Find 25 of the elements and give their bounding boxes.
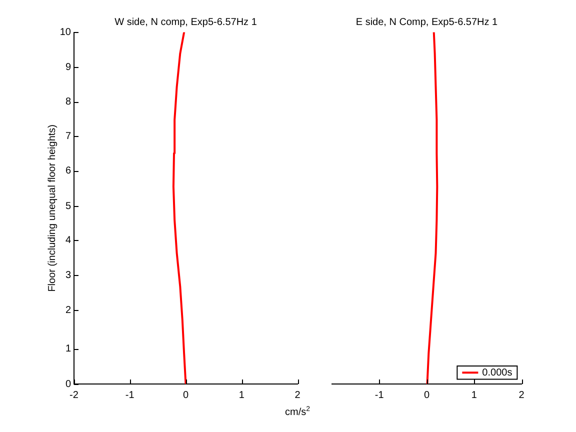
y-tick-label: 5 [65,200,72,212]
x-tick-label: 0 [182,390,189,401]
y-tick-label: 0 [65,378,72,390]
x-tick-label: -1 [374,390,384,401]
x-tick-label: 1 [470,390,477,401]
legend-label: 0.000s [482,367,512,378]
x-axis-title: cm/s$^{2}$ [284,406,311,419]
x-tick-label: 2 [518,390,524,401]
x-tick-label: 0 [423,390,430,401]
x-tick-label: 1 [238,390,245,401]
y-tick-label: 9 [65,62,72,74]
x-tick-label: 2 [294,390,301,401]
chart-title: W side, N comp, Exp5-6.57Hz 1 [114,17,258,28]
y-tick-label: 1 [65,344,72,355]
y-tick-label: 8 [65,96,72,108]
y-tick-label: 10 [60,27,72,38]
chart-title: E side, N Comp, Exp5-6.57Hz 1 [355,17,498,28]
y-tick-label: 6 [65,166,72,177]
y-tick-label: 2 [65,304,72,316]
y-axis-title: Floor (including unequal floor heights) [46,124,58,292]
y-tick-label: 4 [65,234,72,246]
x-tick-label: -1 [125,390,135,401]
y-tick-label: 3 [65,270,72,282]
x-tick-label: -2 [70,390,79,401]
y-tick-label: 7 [65,131,72,142]
